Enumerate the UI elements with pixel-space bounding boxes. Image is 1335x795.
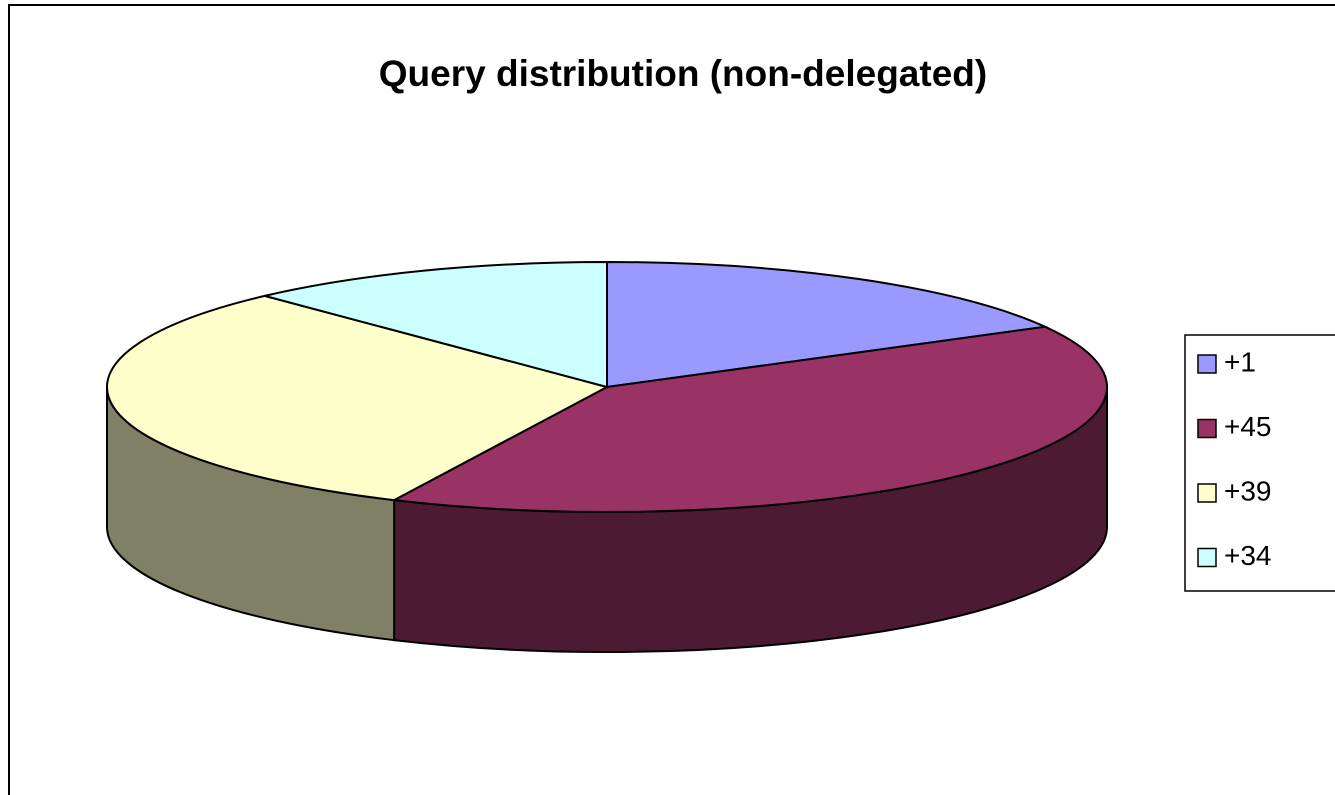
- slice: [264, 260, 608, 389]
- legend-swatch: [1197, 483, 1217, 503]
- legend: +1 +45 +39 +34: [1197, 346, 1272, 571]
- legend-swatch: [1197, 354, 1217, 374]
- slice: [606, 260, 1049, 389]
- pie: [106, 260, 1108, 653]
- legend-label: +39: [1224, 475, 1272, 506]
- legend-swatch: [1197, 418, 1217, 439]
- legend-swatch: [1197, 547, 1217, 568]
- slice: [106, 294, 610, 502]
- slice: [390, 325, 1108, 513]
- legend-label: +34: [1224, 540, 1272, 571]
- chart-title: Query distribution (non-delegated): [379, 53, 987, 94]
- legend-label: +1: [1224, 346, 1256, 377]
- legend-label: +45: [1224, 411, 1272, 442]
